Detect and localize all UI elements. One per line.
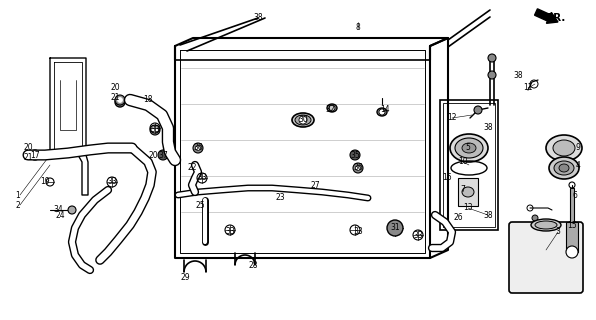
Text: 21: 21 <box>23 153 33 162</box>
Text: 33: 33 <box>107 178 117 187</box>
Text: 17: 17 <box>30 150 40 159</box>
Circle shape <box>158 150 168 160</box>
Ellipse shape <box>295 115 311 125</box>
Text: 1: 1 <box>15 190 20 199</box>
Ellipse shape <box>462 143 476 153</box>
Ellipse shape <box>559 164 569 172</box>
Text: 15: 15 <box>567 220 577 229</box>
Circle shape <box>115 97 125 107</box>
Text: 36: 36 <box>193 143 203 153</box>
Text: 4: 4 <box>576 162 581 171</box>
Text: 16: 16 <box>442 173 452 182</box>
Text: 38: 38 <box>483 124 493 132</box>
Text: 13: 13 <box>463 204 473 212</box>
Circle shape <box>474 106 482 114</box>
Text: 7: 7 <box>461 186 465 195</box>
Text: 33: 33 <box>413 230 423 239</box>
Ellipse shape <box>554 161 574 175</box>
Text: 28: 28 <box>249 260 257 269</box>
Ellipse shape <box>327 104 337 112</box>
Text: 31: 31 <box>390 223 400 233</box>
Text: 21: 21 <box>110 92 120 101</box>
Circle shape <box>532 215 538 221</box>
Text: 38: 38 <box>513 70 523 79</box>
Circle shape <box>117 99 123 105</box>
Circle shape <box>193 143 203 153</box>
Text: 12: 12 <box>447 114 457 123</box>
Bar <box>440 100 498 230</box>
Circle shape <box>488 71 496 79</box>
Circle shape <box>379 109 385 115</box>
Ellipse shape <box>535 221 557 229</box>
Circle shape <box>387 220 403 236</box>
FancyBboxPatch shape <box>509 222 583 293</box>
Ellipse shape <box>549 157 579 179</box>
Text: 33: 33 <box>197 173 207 182</box>
Text: 36: 36 <box>353 164 363 172</box>
Text: 14: 14 <box>380 106 390 115</box>
Text: 25: 25 <box>195 201 205 210</box>
Text: 34: 34 <box>53 205 63 214</box>
Text: 2: 2 <box>15 201 20 210</box>
Ellipse shape <box>292 113 314 127</box>
Circle shape <box>329 105 335 111</box>
Ellipse shape <box>531 219 561 231</box>
Circle shape <box>150 125 160 135</box>
Text: FR.: FR. <box>547 13 566 23</box>
Circle shape <box>195 146 200 150</box>
Text: 30: 30 <box>298 116 308 124</box>
Ellipse shape <box>462 187 474 197</box>
Text: 37: 37 <box>158 150 168 159</box>
Text: 19: 19 <box>40 178 50 187</box>
Text: 3: 3 <box>555 228 560 236</box>
Text: 33: 33 <box>353 228 363 236</box>
Ellipse shape <box>377 108 387 116</box>
Circle shape <box>353 163 363 173</box>
Circle shape <box>117 98 123 102</box>
Circle shape <box>350 150 360 160</box>
Text: 38: 38 <box>483 211 493 220</box>
Text: 20: 20 <box>148 150 158 159</box>
Text: 8: 8 <box>356 23 361 33</box>
Text: 6: 6 <box>573 190 578 199</box>
Circle shape <box>115 95 125 105</box>
Circle shape <box>299 116 307 124</box>
Text: 5: 5 <box>465 143 470 153</box>
Ellipse shape <box>553 140 575 156</box>
Circle shape <box>488 54 496 62</box>
Text: 9: 9 <box>576 143 581 153</box>
Circle shape <box>355 165 361 171</box>
Text: 20: 20 <box>110 84 120 92</box>
Text: 32: 32 <box>325 106 335 115</box>
Text: 11: 11 <box>523 84 533 92</box>
Text: 33: 33 <box>150 125 160 134</box>
Text: 23: 23 <box>275 194 285 203</box>
Text: 33: 33 <box>225 228 235 236</box>
Bar <box>458 178 478 206</box>
Text: 24: 24 <box>55 211 65 220</box>
Text: 26: 26 <box>453 213 463 222</box>
Circle shape <box>566 246 578 258</box>
Ellipse shape <box>455 138 483 158</box>
Text: 20: 20 <box>23 143 33 153</box>
Text: 10: 10 <box>458 157 468 166</box>
Text: 27: 27 <box>310 180 320 189</box>
FancyArrow shape <box>535 9 558 23</box>
Ellipse shape <box>546 135 582 161</box>
Circle shape <box>68 206 76 214</box>
Text: 29: 29 <box>180 274 190 283</box>
Circle shape <box>153 127 157 132</box>
Bar <box>566 222 578 252</box>
Bar <box>443 103 495 227</box>
Bar <box>570 188 574 240</box>
Text: 18: 18 <box>143 95 153 105</box>
Ellipse shape <box>450 134 488 162</box>
Text: 38: 38 <box>253 13 263 22</box>
Circle shape <box>30 150 40 160</box>
Text: 22: 22 <box>187 164 197 172</box>
Text: 35: 35 <box>350 150 360 159</box>
